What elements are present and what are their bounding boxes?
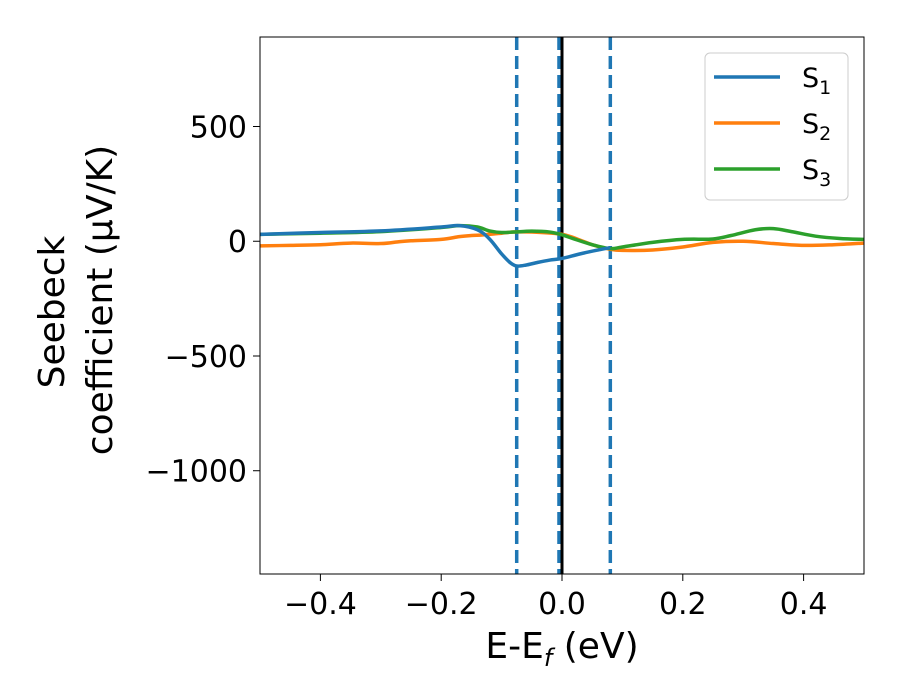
y-tick-label: 500 xyxy=(190,111,247,146)
x-axis-title: E-Ef (eV) xyxy=(485,626,638,672)
legend-label-s2: S2 xyxy=(802,109,831,145)
y-tick-label: −1000 xyxy=(146,455,247,490)
x-axis-title-unit: (eV) xyxy=(552,626,638,667)
y-axis-title-line1: Seebeck xyxy=(32,235,73,388)
series-lines xyxy=(260,223,864,268)
x-tick-label: −0.4 xyxy=(284,587,357,622)
x-tick-label: 0.2 xyxy=(659,587,707,622)
x-axis: −0.4 −0.2 0.0 0.2 0.4 xyxy=(284,574,827,622)
x-tick-label: 0.4 xyxy=(780,587,828,622)
legend: S1 S2 S3 xyxy=(704,52,849,201)
x-tick-label: 0.0 xyxy=(538,587,586,622)
series-line-s1 xyxy=(260,223,611,268)
y-tick-label: 0 xyxy=(228,225,247,260)
legend-label-s1: S1 xyxy=(802,63,831,99)
y-axis-title-line2: coefficient (μV/K) xyxy=(80,145,121,455)
legend-box xyxy=(704,52,849,201)
y-tick-label: −500 xyxy=(165,340,247,375)
legend-label-s3: S3 xyxy=(802,155,831,191)
x-tick-label: −0.2 xyxy=(405,587,478,622)
vertical-lines xyxy=(514,37,613,574)
x-axis-title-main: E-E xyxy=(485,626,543,667)
y-axis: 500 0 −500 −1000 xyxy=(146,111,260,490)
